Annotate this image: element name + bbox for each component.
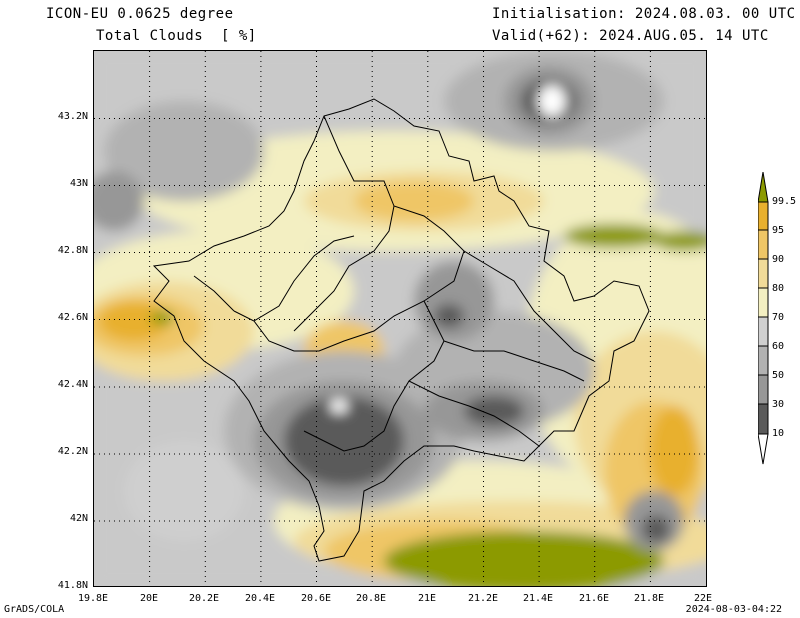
colorbar-top-triangle [758, 172, 769, 203]
colorbar-swatch [758, 258, 769, 289]
administrative-borders [152, 98, 650, 562]
colorbar-swatch [758, 229, 769, 260]
cloud-field [94, 51, 706, 586]
lat-tick: 42.6N [57, 312, 88, 323]
lon-tick: 19.8E [77, 593, 109, 604]
colorbar-swatch [758, 287, 769, 318]
lon-tick: 20.4E [244, 593, 276, 604]
lat-tick: 41.8N [57, 580, 88, 591]
graticule [94, 51, 706, 586]
colorbar-swatch [758, 374, 769, 405]
lat-tick: 42.2N [57, 446, 88, 457]
lon-tick: 20.6E [300, 593, 332, 604]
valid-time: Valid(+62): 2024.AUG.05. 14 UTC [492, 28, 769, 44]
cloud-map [93, 50, 707, 587]
lon-tick: 20.8E [355, 593, 387, 604]
lon-tick: 20E [139, 593, 159, 604]
colorbar-label: 60 [772, 341, 785, 352]
colorbar [758, 172, 769, 465]
lon-tick: 20.2E [188, 593, 220, 604]
lon-tick: 21.4E [522, 593, 554, 604]
model-title: ICON-EU 0.0625 degree [46, 6, 234, 22]
colorbar-bottom-triangle [758, 433, 769, 465]
lon-tick: 22E [693, 593, 713, 604]
lat-tick: 43N [69, 178, 88, 189]
colorbar-swatch [758, 316, 769, 347]
variable-title: Total Clouds [ %] [96, 28, 257, 44]
colorbar-label: 50 [772, 370, 785, 381]
lon-tick: 21.8E [633, 593, 665, 604]
init-time: Initialisation: 2024.08.03. 00 UTC [492, 6, 796, 22]
colorbar-label: 90 [772, 254, 785, 265]
colorbar-swatch [758, 201, 769, 231]
lat-tick: 42N [69, 513, 88, 524]
lat-tick: 43.2N [57, 111, 88, 122]
lon-tick: 21E [417, 593, 437, 604]
colorbar-label: 99.5 [772, 196, 797, 207]
software-credit: GrADS/COLA [4, 604, 65, 615]
colorbar-label: 80 [772, 283, 785, 294]
generation-timestamp: 2024-08-03-04:22 [685, 604, 782, 615]
lon-tick: 21.6E [578, 593, 610, 604]
colorbar-swatch [758, 345, 769, 376]
colorbar-label: 10 [772, 428, 785, 439]
colorbar-label: 30 [772, 399, 785, 410]
lat-tick: 42.4N [57, 379, 88, 390]
lat-tick: 42.8N [57, 245, 88, 256]
colorbar-label: 95 [772, 225, 785, 236]
lon-tick: 21.2E [467, 593, 499, 604]
colorbar-swatch [758, 403, 769, 435]
colorbar-label: 70 [772, 312, 785, 323]
